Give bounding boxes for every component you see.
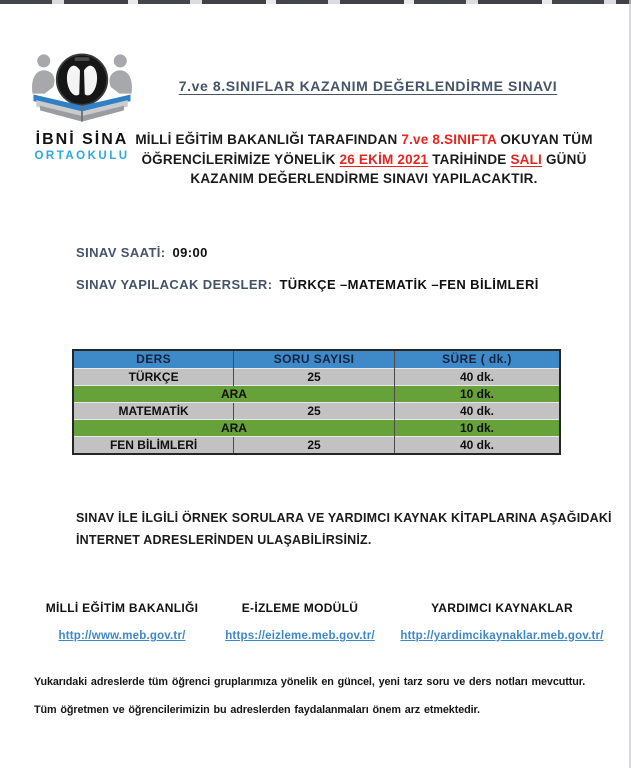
note-line: İNTERNET ADRESLERİNDEN ULAŞABİLİRSİNİZ. (76, 533, 372, 547)
resource-label: MİLLİ EĞİTİM BAKANLIĞI (45, 601, 199, 615)
cell-break-label: ARA (73, 385, 395, 403)
footer-note-2: Tüm öğretmen ve öğrencilerimizin bu adre… (34, 704, 480, 716)
intro-line: MİLLİ EĞİTİM BAKANLIĞI TARAFINDAN 7.ve 8… (108, 130, 620, 150)
exam-time-label: SINAV SAATİ: (76, 245, 166, 260)
intro-text: GÜNÜ (542, 151, 587, 167)
col-header-soru-sayisi: SORU SAYISI (233, 349, 395, 369)
resource-link-yardimci[interactable]: http://yardimcikaynaklar.meb.gov.tr/ (400, 630, 604, 642)
table-row: MATEMATİK 25 40 dk. (73, 402, 560, 420)
cell-sure: 40 dk. (393, 436, 560, 454)
school-type: ORTAOKULU (34, 150, 130, 162)
table-header-row: DERS SORU SAYISI SÜRE ( dk.) (73, 349, 560, 369)
cell-break-label: ARA (73, 419, 395, 437)
scan-edge-top (0, 0, 631, 4)
intro-text: MİLLİ EĞİTİM BAKANLIĞI TARAFINDAN (135, 132, 402, 147)
exam-subjects-row: SINAV YAPILACAK DERSLER: TÜRKÇE –MATEMATİ… (76, 277, 539, 292)
school-name: İBNİ SİNA (35, 131, 129, 148)
cell-ders: FEN BİLİMLERİ (73, 436, 234, 454)
table-row-break: ARA 10 dk. (73, 385, 560, 403)
resource-column-yardimci: YARDIMCI KAYNAKLAR http://yardimcikaynak… (394, 601, 610, 644)
table-row-break: ARA 10 dk. (73, 419, 560, 437)
open-book-icon (33, 94, 131, 122)
intro-text: TARİHİNDE (428, 151, 511, 167)
school-logo: İBNİ SİNA ORTAOKULU (18, 46, 146, 162)
highlight-grades: 7.ve 8.SINIFTA (401, 132, 497, 147)
intro-line: ÖĞRENCİLERİMİZE YÖNELİK 26 EKİM 2021 TAR… (108, 150, 620, 170)
table-row: TÜRKÇE 25 40 dk. (73, 368, 560, 386)
cell-sure: 40 dk. (393, 368, 560, 386)
faces-circle-icon (55, 53, 109, 106)
logo-figures-icon (32, 54, 132, 94)
logo-graphic (32, 53, 132, 122)
intro-text: OKUYAN TÜM (496, 132, 593, 147)
scan-edge-right (629, 0, 631, 768)
resource-link-meb[interactable]: http://www.meb.gov.tr/ (58, 630, 186, 642)
exam-time-row: SINAV SAATİ: 09:00 (76, 245, 208, 260)
intro-text: KAZANIM DEĞERLENDİRME SINAVI YAPILACAKTI… (190, 171, 538, 186)
resource-column-eizleme: E-İZLEME MODÜLÜ https://eizleme.meb.gov.… (210, 601, 390, 644)
resource-column-meb: MİLLİ EĞİTİM BAKANLIĞI http://www.meb.go… (22, 601, 222, 644)
resource-label: YARDIMCI KAYNAKLAR (431, 601, 573, 615)
col-header-ders: DERS (73, 349, 234, 369)
schedule-table: DERS SORU SAYISI SÜRE ( dk.) TÜRKÇE 25 4… (72, 349, 561, 455)
highlight-date: 26 EKİM 2021 (339, 151, 429, 167)
page-title: 7.ve 8.SINIFLAR KAZANIM DEĞERLENDİRME SI… (178, 78, 558, 94)
footer-note-1: Yukarıdaki adreslerde tüm öğrenci grupla… (34, 676, 586, 688)
table-row: FEN BİLİMLERİ 25 40 dk. (73, 436, 560, 454)
intro-line: KAZANIM DEĞERLENDİRME SINAVI YAPILACAKTI… (108, 169, 620, 189)
cell-ders: MATEMATİK (73, 402, 234, 420)
resource-link-eizleme[interactable]: https://eizleme.meb.gov.tr/ (225, 630, 375, 642)
exam-subjects-value: TÜRKÇE –MATEMATİK –FEN BİLİMLERİ (279, 277, 539, 292)
cell-sure: 10 dk. (393, 419, 560, 437)
cell-sure: 40 dk. (393, 402, 560, 420)
resource-label: E-İZLEME MODÜLÜ (241, 601, 359, 615)
cell-soru-sayisi: 25 (233, 436, 395, 454)
cell-soru-sayisi: 25 (233, 368, 395, 386)
exam-subjects-label: SINAV YAPILACAK DERSLER: (76, 277, 273, 292)
highlight-day: SALI (510, 151, 543, 167)
cell-ders: TÜRKÇE (73, 368, 234, 386)
col-header-sure: SÜRE ( dk.) (393, 349, 560, 369)
cell-soru-sayisi: 25 (233, 402, 395, 420)
note-line: SINAV İLE İLGİLİ ÖRNEK SORULARA VE YARDI… (76, 511, 612, 525)
intro-text: ÖĞRENCİLERİMİZE YÖNELİK (141, 151, 340, 167)
exam-time-value: 09:00 (172, 245, 208, 260)
cell-sure: 10 dk. (393, 385, 560, 403)
resources-note: SINAV İLE İLGİLİ ÖRNEK SORULARA VE YARDI… (76, 507, 616, 551)
intro-paragraph: MİLLİ EĞİTİM BAKANLIĞI TARAFINDAN 7.ve 8… (108, 130, 620, 189)
